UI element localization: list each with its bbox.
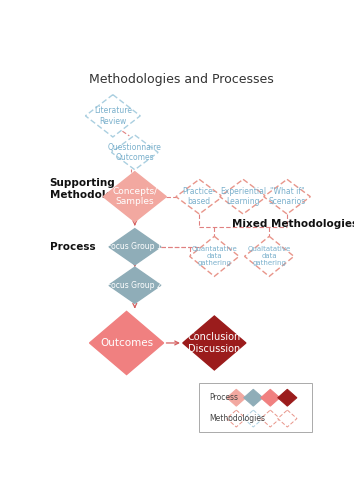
Polygon shape xyxy=(278,390,297,406)
Text: Concepts/
Samples: Concepts/ Samples xyxy=(112,187,157,206)
Text: Process: Process xyxy=(50,242,95,252)
Polygon shape xyxy=(227,410,246,427)
Text: "What if"
Scenarios: "What if" Scenarios xyxy=(268,187,306,206)
Text: Conclusion
Discussion: Conclusion Discussion xyxy=(188,332,241,354)
Polygon shape xyxy=(227,390,246,406)
Text: Practice-
based: Practice- based xyxy=(183,187,216,206)
Text: Literature
Review: Literature Review xyxy=(94,106,132,126)
Text: Supporting
Methodologies: Supporting Methodologies xyxy=(50,178,137,200)
Text: Methodologies and Processes: Methodologies and Processes xyxy=(89,74,274,86)
Text: Methodologies: Methodologies xyxy=(209,414,265,423)
Polygon shape xyxy=(261,410,280,427)
Polygon shape xyxy=(109,228,161,265)
Polygon shape xyxy=(220,180,267,214)
Text: Experiential
Learning: Experiential Learning xyxy=(220,187,266,206)
Polygon shape xyxy=(190,236,239,277)
Polygon shape xyxy=(264,180,310,214)
Text: Outcomes: Outcomes xyxy=(100,338,153,348)
Polygon shape xyxy=(244,390,263,406)
Text: Process: Process xyxy=(209,393,238,402)
Text: Questionnaire
Outcomes: Questionnaire Outcomes xyxy=(108,142,162,162)
Polygon shape xyxy=(90,312,164,374)
Polygon shape xyxy=(261,390,280,406)
Polygon shape xyxy=(278,410,297,427)
Polygon shape xyxy=(183,316,246,370)
Polygon shape xyxy=(85,94,140,137)
FancyBboxPatch shape xyxy=(199,384,312,432)
Text: Mixed Methodologies: Mixed Methodologies xyxy=(232,218,354,228)
Text: Qualtatative
data
gathering: Qualtatative data gathering xyxy=(247,246,291,266)
Polygon shape xyxy=(245,236,294,277)
Text: Quantatative
data
gathering: Quantatative data gathering xyxy=(192,246,237,266)
Polygon shape xyxy=(109,267,161,304)
Polygon shape xyxy=(176,180,223,214)
Polygon shape xyxy=(112,135,158,170)
Polygon shape xyxy=(244,410,263,427)
Text: Focus Group 2: Focus Group 2 xyxy=(108,280,162,289)
Text: Focus Group 1: Focus Group 1 xyxy=(108,242,162,251)
Polygon shape xyxy=(103,172,166,222)
